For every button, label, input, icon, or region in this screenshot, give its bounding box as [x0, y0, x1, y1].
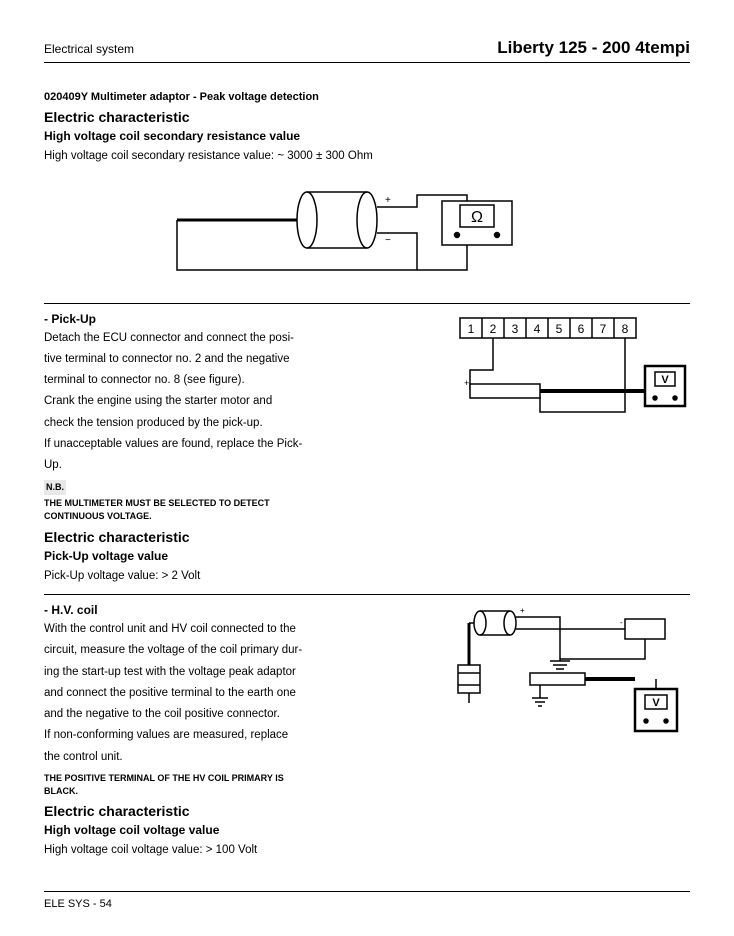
- s3-title: - H.V. coil: [44, 603, 428, 617]
- pin-3: 3: [512, 322, 519, 336]
- s2-ec: Electric characteristic: [44, 529, 428, 545]
- minus-label-3: -: [620, 618, 623, 627]
- s1-title: Electric characteristic: [44, 109, 690, 125]
- page: Electrical system Liberty 125 - 200 4tem…: [0, 0, 734, 936]
- section-3: - H.V. coil With the control unit and HV…: [44, 603, 690, 861]
- header-right: Liberty 125 - 200 4tempi: [497, 38, 690, 58]
- header-left: Electrical system: [44, 42, 134, 56]
- pin-4: 4: [534, 322, 541, 336]
- s2-p5: check the tension produced by the pick-u…: [44, 413, 428, 434]
- s2-p7: Up.: [44, 455, 428, 476]
- s3-p1: With the control unit and HV coil connec…: [44, 619, 428, 640]
- figure-2: 1 2 3 4 5 6 7 8 V +: [440, 312, 690, 587]
- v-symbol-3: V: [652, 697, 660, 709]
- part-number: 020409Y Multimeter adaptor - Peak voltag…: [44, 91, 690, 103]
- plus-label: +: [385, 195, 391, 206]
- pickup-connector-diagram: 1 2 3 4 5 6 7 8 V +: [440, 312, 690, 452]
- plus-label-3: +: [520, 606, 525, 615]
- s2-title: - Pick-Up: [44, 312, 428, 326]
- plus-sign: +: [464, 378, 469, 388]
- s2-note: THE MULTIMETER MUST BE SELECTED TO DETEC…: [44, 497, 304, 522]
- figure-1: Ω + −: [44, 175, 690, 295]
- s3-p3: ing the start-up test with the voltage p…: [44, 662, 428, 683]
- footer-text: ELE SYS - 54: [44, 898, 112, 910]
- s3-p4: and connect the positive terminal to the…: [44, 683, 428, 704]
- s2-val: Pick-Up voltage value: > 2 Volt: [44, 567, 428, 587]
- divider-1: [44, 303, 690, 304]
- s3-sub: High voltage coil voltage value: [44, 823, 428, 837]
- s2-sub: Pick-Up voltage value: [44, 549, 428, 563]
- s3-note: THE POSITIVE TERMINAL OF THE HV COIL PRI…: [44, 772, 304, 797]
- coil-ohmmeter-diagram: Ω + −: [157, 175, 577, 295]
- pin-2: 2: [490, 322, 497, 336]
- pin-7: 7: [600, 322, 607, 336]
- page-footer: ELE SYS - 54: [44, 891, 690, 910]
- section-1: 020409Y Multimeter adaptor - Peak voltag…: [44, 91, 690, 167]
- s2-p1: Detach the ECU connector and connect the…: [44, 328, 428, 349]
- s1-value: High voltage coil secondary resistance v…: [44, 147, 690, 167]
- s2-nb: N.B.: [44, 480, 66, 495]
- s2-p2: tive terminal to connector no. 2 and the…: [44, 349, 428, 370]
- page-header: Electrical system Liberty 125 - 200 4tem…: [44, 38, 690, 63]
- pin-1: 1: [468, 322, 475, 336]
- s3-val: High voltage coil voltage value: > 100 V…: [44, 841, 428, 861]
- s2-p6: If unacceptable values are found, replac…: [44, 434, 428, 455]
- divider-2: [44, 594, 690, 595]
- pin-5: 5: [556, 322, 563, 336]
- hv-coil-diagram: + - V: [440, 603, 690, 763]
- figure-3: + - V: [440, 603, 690, 861]
- pin-8: 8: [622, 322, 629, 336]
- s2-p4: Crank the engine using the starter motor…: [44, 391, 428, 412]
- section-2: - Pick-Up Detach the ECU connector and c…: [44, 312, 690, 587]
- s3-p7: the control unit.: [44, 747, 428, 768]
- s3-p2: circuit, measure the voltage of the coil…: [44, 640, 428, 661]
- minus-label: −: [385, 235, 391, 246]
- pin-6: 6: [578, 322, 585, 336]
- s2-p3: terminal to connector no. 8 (see figure)…: [44, 370, 428, 391]
- s1-subtitle: High voltage coil secondary resistance v…: [44, 129, 690, 143]
- v-symbol: V: [661, 374, 669, 386]
- ohm-symbol: Ω: [471, 209, 483, 226]
- s3-ec: Electric characteristic: [44, 803, 428, 819]
- s3-p5: and the negative to the coil positive co…: [44, 704, 428, 725]
- s3-p6: If non-conforming values are measured, r…: [44, 725, 428, 746]
